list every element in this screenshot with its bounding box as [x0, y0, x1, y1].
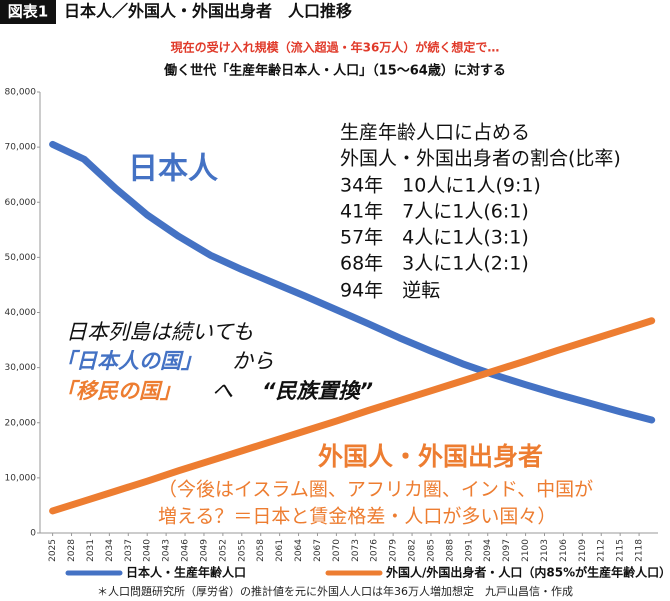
annotation: へ — [212, 379, 233, 403]
x-tick-label: 2076 — [370, 539, 380, 562]
legend-label: 外国人/外国出身者・人口（内85%が生産年齢人口） — [386, 565, 670, 580]
footnote: ＊人口問題研究所（厚労省）の推計値を元に外国人人口は年36万人増加想定 九戸山昌… — [97, 584, 573, 598]
line — [49, 317, 656, 515]
x-tick-label: 2082 — [408, 539, 418, 562]
annotation: 「日本人の国」 — [55, 349, 202, 373]
y-tick-label: 60,000 — [5, 198, 37, 208]
x-tick-label: 2100 — [521, 539, 531, 562]
annotation: 94年 逆転 — [340, 280, 440, 302]
x-tick-label: 2028 — [67, 539, 77, 562]
x-tick-label: 2094 — [483, 539, 493, 562]
x-tick-label: 2046 — [181, 539, 191, 562]
y-tick-label: 50,000 — [5, 253, 37, 263]
x-tick-label: 2040 — [143, 539, 153, 562]
x-tick-label: 2052 — [218, 539, 228, 562]
annotation: から — [232, 349, 274, 373]
y-tick-label: 40,000 — [5, 308, 37, 318]
x-tick-label: 2025 — [48, 539, 58, 562]
x-tick-label: 2088 — [445, 539, 455, 562]
subtitle: 現在の受け入れ規模（流入超過・年36万人）が続く想定で… — [171, 40, 500, 55]
annotation: 34年 10人に1人(9:1) — [340, 175, 541, 197]
x-tick-label: 2058 — [256, 539, 266, 562]
heading: 働く世代「生産年齢日本人・人口」（15〜64歳）に対する — [163, 63, 506, 79]
x-tick-label: 2070 — [332, 539, 342, 562]
annotation: 41年 7人に1人(6:1) — [340, 201, 529, 223]
x-tick-label: 2067 — [313, 539, 323, 562]
y-tick-label: 0 — [30, 529, 36, 539]
x-tick-label: 2064 — [294, 539, 304, 562]
badge: 図表1 — [8, 3, 48, 21]
x-tick-label: 2061 — [275, 539, 285, 562]
legend-label: 日本人・生産年齢人口 — [126, 565, 246, 580]
annotation: 「移民の国」 — [55, 379, 181, 403]
x-tick-label: 2073 — [351, 539, 361, 562]
x-tick-label: 2109 — [578, 539, 588, 562]
y-tick-label: 70,000 — [5, 143, 37, 153]
y-tick-label: 30,000 — [5, 363, 37, 373]
x-tick-label: 2049 — [199, 539, 209, 562]
badge-box — [0, 0, 56, 24]
annotation: 外国人・外国出身者 — [318, 442, 543, 471]
x-tick-label: 2079 — [389, 539, 399, 562]
annotation: 57年 4人に1人(3:1) — [340, 227, 529, 249]
x-tick-label: 2103 — [540, 539, 550, 562]
x-tick-label: 2055 — [237, 539, 247, 562]
annotation: 68年 3人に1人(2:1) — [340, 253, 529, 275]
x-tick-label: 2118 — [635, 539, 645, 562]
y-tick-label: 20,000 — [5, 418, 37, 428]
annotation: 日本列島は続いても — [66, 320, 253, 344]
x-tick-label: 2031 — [86, 539, 96, 562]
y-tick-label: 10,000 — [5, 473, 37, 483]
x-tick-label: 2034 — [105, 539, 115, 562]
annotation: 増える？＝日本と賃金格差・人口が多い国々） — [158, 506, 556, 528]
chart-title: 日本人／外国人・外国出身者 人口推移 — [64, 2, 352, 21]
annotation: “民族置換” — [262, 379, 373, 403]
x-tick-label: 2112 — [597, 539, 607, 562]
x-tick-label: 2115 — [616, 539, 626, 562]
annotation: 生産年齢人口に占める — [340, 122, 530, 144]
x-tick-label: 2037 — [124, 539, 134, 562]
y-tick-label: 80,000 — [5, 88, 37, 98]
annotation: （今後はイスラム圏、アフリカ圏、インド、中国が — [158, 479, 593, 501]
line — [49, 140, 656, 424]
x-tick-label: 2043 — [162, 539, 172, 562]
annotation: 外国人・外国出身者の割合(比率) — [340, 148, 621, 170]
x-tick-label: 2097 — [502, 539, 512, 562]
x-tick-label: 2085 — [426, 539, 436, 562]
annotation: 日本人 — [128, 152, 218, 187]
x-tick-label: 2091 — [464, 539, 474, 562]
x-tick-label: 2106 — [559, 539, 569, 562]
